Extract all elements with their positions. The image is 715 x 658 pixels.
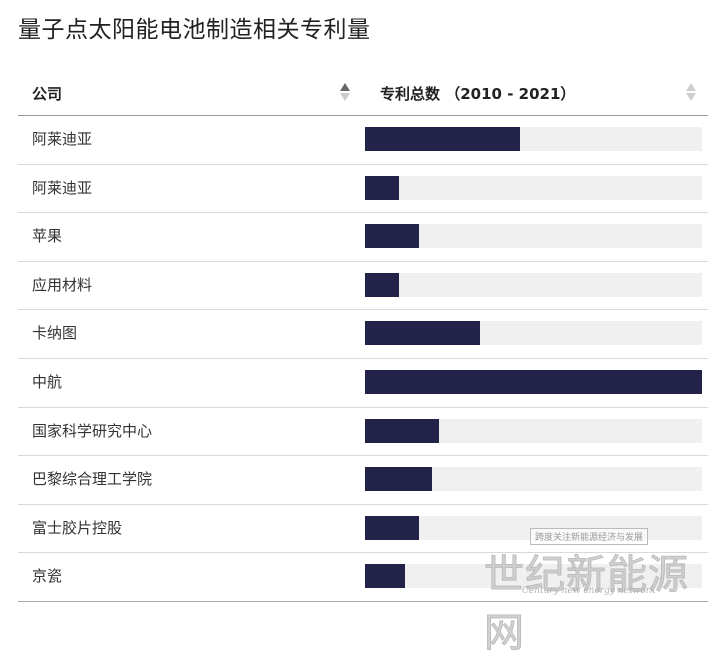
bar — [365, 564, 405, 589]
table-row: 阿莱迪亚 — [18, 116, 708, 165]
bar-track — [365, 467, 702, 492]
table-body: 阿莱迪亚 阿莱迪亚 苹果 应用材料 卡纳图 中航 国家科学研究中心 巴黎综合理工学院 富士胶片控… — [18, 116, 708, 602]
bar — [365, 369, 702, 394]
column-header-patents: 专利总数 （2010 - 2021） — [380, 85, 576, 103]
bar — [365, 175, 399, 200]
row-label: 京瓷 — [32, 567, 63, 586]
table-header: 公司 专利总数 （2010 - 2021） — [18, 71, 708, 116]
sort-icon[interactable] — [685, 81, 697, 103]
bar — [365, 321, 480, 346]
table-row: 富士胶片控股 — [18, 505, 708, 554]
bar-track — [365, 175, 702, 200]
chart-title: 量子点太阳能电池制造相关专利量 — [18, 17, 371, 43]
table-row: 巴黎综合理工学院 — [18, 456, 708, 505]
bar-track — [365, 321, 702, 346]
column-header-company: 公司 — [32, 85, 63, 103]
row-label: 富士胶片控股 — [32, 518, 123, 537]
bar — [365, 418, 439, 443]
row-label: 巴黎综合理工学院 — [32, 470, 153, 489]
table-row: 中航 — [18, 359, 708, 408]
sort-icon[interactable] — [339, 81, 351, 103]
bar — [365, 515, 419, 540]
bar — [365, 467, 432, 492]
bar-track — [365, 224, 702, 249]
bar-track — [365, 515, 702, 540]
row-label: 国家科学研究中心 — [32, 421, 153, 440]
row-label: 中航 — [32, 372, 63, 391]
row-label: 应用材料 — [32, 275, 93, 294]
row-label: 苹果 — [32, 227, 63, 246]
table-row: 卡纳图 — [18, 310, 708, 359]
table-row: 京瓷 — [18, 553, 708, 602]
bar-track — [365, 564, 702, 589]
bar — [365, 272, 399, 297]
row-label: 阿莱迪亚 — [32, 130, 93, 148]
table-row: 阿莱迪亚 — [18, 165, 708, 214]
row-label: 阿莱迪亚 — [32, 178, 93, 197]
bar — [365, 224, 419, 249]
table-row: 国家科学研究中心 — [18, 408, 708, 457]
bar — [365, 127, 520, 151]
bar-track — [365, 418, 702, 443]
table-row: 应用材料 — [18, 262, 708, 311]
table-row: 苹果 — [18, 213, 708, 262]
bar-track — [365, 272, 702, 297]
bar-track — [365, 369, 702, 394]
row-label: 卡纳图 — [32, 324, 78, 343]
bar-track — [365, 127, 702, 151]
